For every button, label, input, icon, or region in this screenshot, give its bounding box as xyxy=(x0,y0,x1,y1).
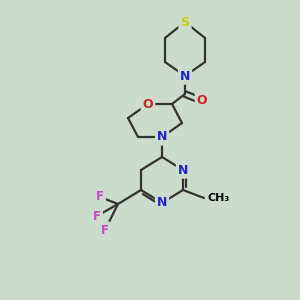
Text: F: F xyxy=(101,224,109,236)
Text: N: N xyxy=(157,196,167,209)
Text: O: O xyxy=(143,98,153,110)
Text: N: N xyxy=(157,130,167,143)
Text: CH₃: CH₃ xyxy=(207,193,229,203)
Text: N: N xyxy=(157,130,167,143)
Text: O: O xyxy=(197,94,207,107)
Text: F: F xyxy=(101,224,109,236)
Text: N: N xyxy=(178,164,188,176)
Text: N: N xyxy=(157,196,167,209)
Text: N: N xyxy=(178,164,188,176)
Text: F: F xyxy=(93,209,101,223)
Text: N: N xyxy=(180,70,190,83)
Text: F: F xyxy=(96,190,104,203)
Text: O: O xyxy=(143,98,153,110)
Text: N: N xyxy=(180,70,190,83)
Text: F: F xyxy=(93,209,101,223)
Text: S: S xyxy=(181,16,190,28)
Text: F: F xyxy=(96,190,104,203)
Text: O: O xyxy=(197,94,207,107)
Text: S: S xyxy=(181,16,190,28)
